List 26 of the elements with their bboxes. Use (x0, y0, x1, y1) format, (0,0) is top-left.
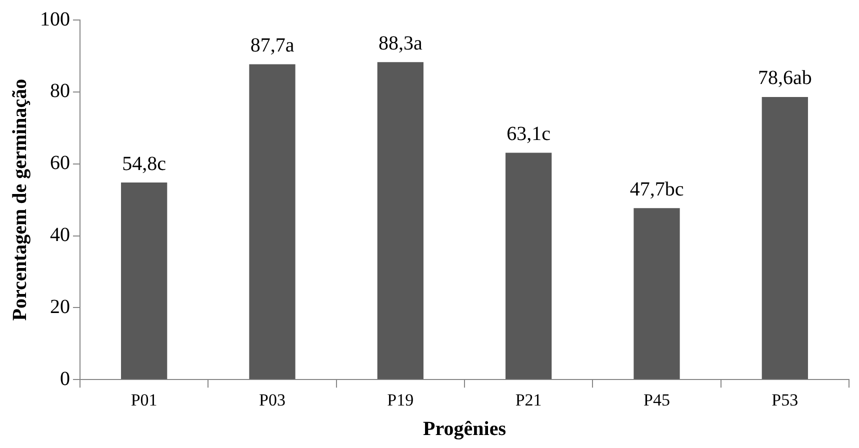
x-axis-title: Progênies (423, 418, 506, 440)
data-label: 87,7a (250, 34, 294, 56)
x-tick-label: P19 (387, 390, 414, 410)
y-tick-label: 20 (50, 296, 70, 318)
bar (121, 182, 168, 380)
bar (377, 62, 424, 380)
y-tick-label: 60 (50, 152, 70, 174)
y-tick-label: 40 (50, 224, 70, 246)
data-label: 54,8c (122, 152, 166, 175)
y-tick-label: 0 (60, 368, 70, 390)
bar (506, 152, 552, 380)
x-tick-label: P03 (259, 390, 286, 410)
x-tick-label: P01 (130, 390, 158, 410)
y-axis-title: Porcentagem de germinação (9, 78, 32, 321)
data-label: 47,7bc (630, 178, 684, 200)
bar (249, 64, 296, 380)
bar (634, 208, 680, 380)
y-tick-label: 100 (40, 8, 70, 30)
bar (762, 96, 808, 380)
x-tick-label: P45 (644, 390, 670, 410)
data-label: 88,3a (378, 32, 422, 54)
x-tick-label: P53 (772, 390, 798, 410)
y-tick-label: 80 (50, 80, 70, 102)
data-label: 63,1c (506, 122, 551, 145)
data-label: 78,6ab (758, 67, 812, 90)
x-tick-label: P21 (515, 390, 542, 410)
